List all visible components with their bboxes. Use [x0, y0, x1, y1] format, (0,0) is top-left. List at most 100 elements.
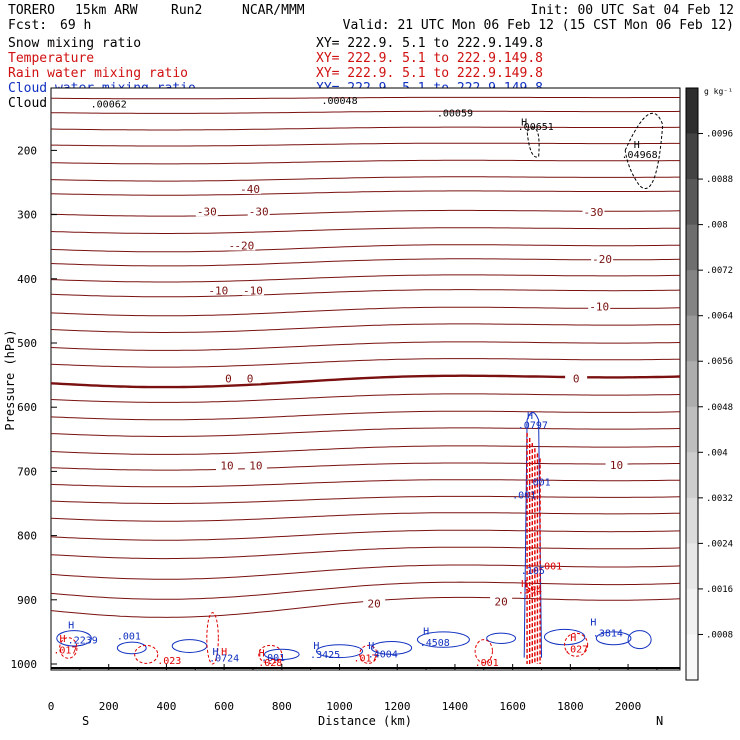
- colorbar-swatch: [686, 452, 698, 499]
- axes: 0 200 400 600 800 1000 1200 1400 1600 1800 2000200…: [11, 144, 658, 713]
- maximum-value-label: .001: [538, 562, 562, 573]
- y-tick-label: 200: [17, 144, 37, 157]
- isotherm-contour: [50, 244, 681, 253]
- maximum-value-label: .001: [512, 490, 536, 501]
- isotherm-contour: [50, 546, 681, 560]
- isotherm-label-bg: [207, 284, 230, 296]
- colorbar-swatch: [686, 361, 698, 408]
- maximum-value-label: .105: [521, 566, 545, 577]
- isotherm-contour: [50, 358, 681, 368]
- high-marker: H: [60, 634, 66, 645]
- maximum-value-label: .00651: [518, 122, 554, 133]
- ice-contour: [624, 112, 664, 189]
- rain-contour: [206, 612, 219, 665]
- y-tick-label: 800: [17, 530, 37, 543]
- cloud-water-contour: [486, 632, 517, 644]
- isotherm-contour: [50, 176, 680, 182]
- isotherm-label-bg: [217, 372, 240, 384]
- maximum-value-label: .00059: [437, 108, 473, 119]
- isotherm-contour: [50, 445, 681, 455]
- isotherm-label: 10: [249, 460, 262, 473]
- colorbar-swatch: [686, 497, 698, 544]
- x-tick-label: 600: [214, 700, 234, 713]
- isotherm-label-bg: [241, 284, 264, 296]
- cloud-water-contour: [595, 631, 632, 646]
- colorbar: g kg⁻¹ .0096 .0088 .008 .0072 .0064 .0056 .004…: [685, 87, 733, 681]
- colorbar-frame: [685, 87, 699, 681]
- colorbar-swatch: [686, 133, 698, 180]
- isotherm-contour: [51, 96, 680, 100]
- maximum-value-label: .3814: [593, 628, 623, 639]
- maximum-value-label: .023: [157, 656, 181, 667]
- maximum-value-label: .00062: [91, 99, 127, 110]
- cloud-water-tower: [523, 411, 543, 658]
- isotherm-label-bg: [216, 459, 239, 471]
- isotherm-label: -30: [584, 206, 604, 219]
- field-name: Temperature: [8, 51, 94, 66]
- rain-contour: [258, 644, 283, 664]
- x-tick-label: 0: [48, 700, 55, 713]
- isotherm-contour: [50, 190, 681, 196]
- isotherm-contour: [50, 126, 681, 131]
- isotherm-label: -20: [592, 253, 612, 266]
- isotherm-contour: [50, 227, 680, 234]
- colorbar-swatch: [686, 406, 698, 453]
- colorbar-label: .0064: [706, 312, 733, 322]
- isotherm-contour: [50, 479, 680, 488]
- maximum-value-label: .04968: [622, 150, 658, 161]
- isotherm-contour: [50, 393, 681, 403]
- isotherm-contour: [50, 564, 681, 580]
- isotherm-label: 0: [225, 372, 232, 385]
- colorbar-label: .0096: [706, 130, 733, 140]
- colorbar-label: .0072: [706, 266, 733, 276]
- isotherm-label: -30: [249, 205, 269, 218]
- isotherm-label: -10: [208, 284, 228, 297]
- isotherm-contour: [50, 495, 681, 504]
- isotherm-label-bg: [363, 597, 386, 609]
- high-marker: H: [423, 626, 429, 637]
- rain-contour: [134, 644, 159, 664]
- isotherm-contour: [50, 323, 681, 333]
- cloud-water-contour: [416, 631, 470, 648]
- maximum-value-label: .0724: [209, 653, 239, 664]
- rain-contour: [59, 637, 78, 659]
- cloud-water-contour: [370, 641, 413, 655]
- colorbar-swatch: [686, 270, 698, 317]
- field-name: Snow mixing ratio: [8, 36, 141, 51]
- x-tick-label: 400: [156, 700, 176, 713]
- colorbar-swatch: [686, 543, 698, 590]
- cloud-water-contour: [315, 644, 364, 659]
- resolution: 15km ARW: [75, 3, 138, 18]
- y-tick-label: 900: [17, 594, 37, 607]
- y-tick-label: 500: [17, 337, 37, 350]
- x-tick-label: 200: [99, 700, 119, 713]
- isotherm-label-bg: [239, 182, 262, 194]
- isotherm-label: -10: [589, 300, 609, 313]
- isotherm-label-bg: [247, 205, 270, 217]
- x-tick-label: 1000: [326, 700, 353, 713]
- maximum-value-label: .0797: [518, 420, 548, 431]
- isotherm-contour: [50, 110, 681, 114]
- isotherm-contour: [50, 410, 681, 421]
- high-marker: H: [521, 117, 527, 128]
- init-time: Init: 00 UTC Sat 04 Feb 12: [531, 3, 735, 18]
- maximum-value-label: .017: [353, 653, 377, 664]
- isotherm-label: 0: [573, 372, 580, 385]
- high-marker: H: [212, 647, 218, 658]
- high-marker: H: [68, 621, 74, 632]
- isotherm-contour: [50, 159, 680, 165]
- maximum-value-label: .027: [564, 644, 588, 655]
- y-tick-label: 700: [17, 465, 37, 478]
- y-tick-label: 600: [17, 401, 37, 414]
- isotherm-label-bg: [582, 206, 605, 218]
- high-marker: H: [521, 579, 527, 590]
- colorbar-unit: g kg⁻¹: [704, 87, 733, 96]
- run-label: Run2: [171, 3, 202, 18]
- isotherm-label: -10: [243, 284, 263, 297]
- x-tick-label: 1800: [557, 700, 584, 713]
- isotherm-contour: [50, 427, 681, 437]
- high-marker: H: [221, 647, 227, 658]
- isotherm-label: 10: [220, 460, 233, 473]
- rain-contour: [564, 632, 589, 657]
